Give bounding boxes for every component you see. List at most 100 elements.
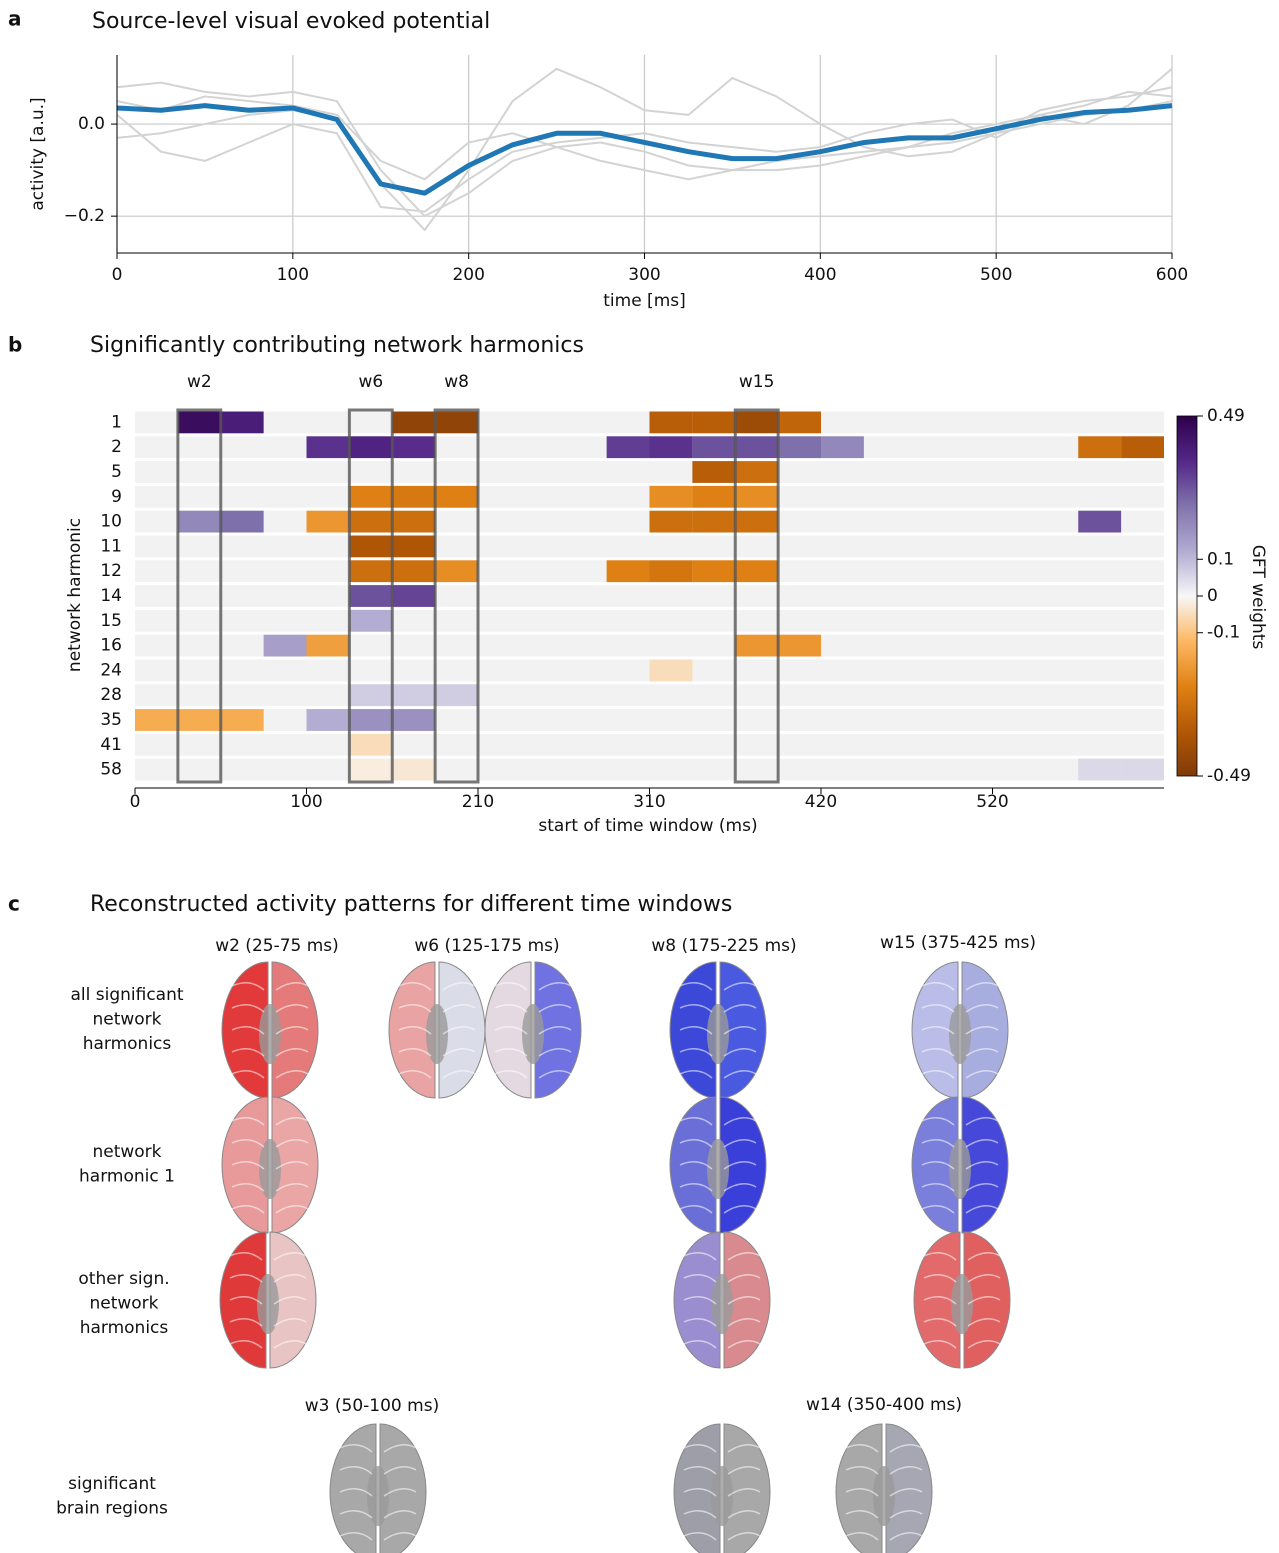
colorbar xyxy=(1177,416,1197,776)
heat-cell xyxy=(307,709,350,731)
heat-cell xyxy=(650,511,693,533)
panel-title: Reconstructed activity patterns for diff… xyxy=(90,892,732,917)
row-background xyxy=(135,585,1164,607)
heat-cell xyxy=(650,436,693,458)
heat-cell xyxy=(349,709,392,731)
heat-cell xyxy=(435,412,478,434)
heat-cell xyxy=(392,436,435,458)
column-header: w8 (175-225 ms) xyxy=(651,936,796,956)
heat-cell xyxy=(221,511,264,533)
x-tick-label: 100 xyxy=(277,265,309,285)
row-background xyxy=(135,709,1164,731)
x-tick-label: 310 xyxy=(633,792,665,812)
heat-cell xyxy=(650,660,693,682)
heat-cell xyxy=(349,610,392,632)
heat-cell xyxy=(307,635,350,657)
y-tick-label: 15 xyxy=(100,611,122,631)
heat-cell xyxy=(650,412,693,434)
x-tick-label: 300 xyxy=(628,265,660,285)
heat-cell xyxy=(692,511,735,533)
heat-cell xyxy=(435,684,478,706)
heat-cell xyxy=(307,436,350,458)
heat-cell xyxy=(1121,436,1164,458)
heat-cell xyxy=(392,684,435,706)
heat-cell xyxy=(692,486,735,508)
heat-cell xyxy=(221,709,264,731)
heat-cell xyxy=(392,709,435,731)
heat-cell xyxy=(1078,759,1121,781)
heat-cell xyxy=(650,486,693,508)
heat-cell xyxy=(349,684,392,706)
heat-cell xyxy=(735,635,778,657)
y-tick-label: 11 xyxy=(100,536,122,556)
column-header: w2 (25-75 ms) xyxy=(215,936,339,956)
heat-cell xyxy=(135,709,178,731)
heat-cell xyxy=(435,486,478,508)
heat-cell xyxy=(349,511,392,533)
heat-cell xyxy=(392,412,435,434)
column-header: w15 (375-425 ms) xyxy=(880,933,1036,953)
x-tick-label: 200 xyxy=(452,265,484,285)
heat-cell xyxy=(735,436,778,458)
x-tick-label: 600 xyxy=(1156,265,1188,285)
row-label: all significant xyxy=(70,985,183,1005)
x-tick-label: 100 xyxy=(290,792,322,812)
heat-cell xyxy=(349,536,392,558)
heat-cell xyxy=(349,436,392,458)
column-header: w3 (50-100 ms) xyxy=(305,1396,439,1416)
heat-cell xyxy=(735,461,778,483)
heat-cell xyxy=(607,436,650,458)
y-tick-label: 9 xyxy=(111,487,122,507)
heat-cell xyxy=(778,436,821,458)
x-tick-label: 0 xyxy=(130,792,141,812)
y-tick-label: 14 xyxy=(100,586,122,606)
x-axis-label: time [ms] xyxy=(603,291,686,311)
y-tick-label: 16 xyxy=(100,636,122,656)
heat-cell xyxy=(349,734,392,756)
y-axis-label: activity [a.u.] xyxy=(28,97,48,210)
heat-cell xyxy=(349,585,392,607)
panel-label: b xyxy=(8,333,22,357)
row-background xyxy=(135,734,1164,756)
column-header: w14 (350-400 ms) xyxy=(806,1395,962,1415)
heat-cell xyxy=(735,486,778,508)
y-tick-label: 35 xyxy=(100,710,122,730)
row-label: harmonics xyxy=(80,1318,169,1338)
row-background xyxy=(135,461,1164,483)
colorbar-label: GFT weights xyxy=(1248,545,1268,650)
y-tick-label: 10 xyxy=(100,512,122,532)
row-label: harmonic 1 xyxy=(79,1167,175,1187)
heat-cell xyxy=(735,511,778,533)
heat-cell xyxy=(178,511,221,533)
row-background xyxy=(135,536,1164,558)
row-label: network xyxy=(89,1294,158,1314)
heat-cell xyxy=(392,536,435,558)
heat-cell xyxy=(392,759,435,781)
panel-label: a xyxy=(8,7,22,31)
heat-cell xyxy=(392,560,435,582)
heat-cell xyxy=(821,436,864,458)
colorbar-tick-label: -0.49 xyxy=(1207,766,1251,786)
y-tick-label: 12 xyxy=(100,561,122,581)
window-label: w2 xyxy=(187,372,212,392)
heat-cell xyxy=(692,560,735,582)
x-tick-label: 400 xyxy=(804,265,836,285)
row-label: network xyxy=(92,1010,161,1030)
y-tick-label: 41 xyxy=(100,735,122,755)
y-tick-label: 24 xyxy=(100,660,122,680)
chart-title: Source-level visual evoked potential xyxy=(92,9,490,34)
heat-cell xyxy=(1078,436,1121,458)
y-axis-label: network harmonic xyxy=(65,518,85,672)
row-label: significant xyxy=(68,1474,156,1494)
row-label: other sign. xyxy=(78,1269,169,1289)
heat-cell xyxy=(221,412,264,434)
window-label: w8 xyxy=(444,372,469,392)
heat-cell xyxy=(735,412,778,434)
row-background xyxy=(135,610,1164,632)
column-header: w6 (125-175 ms) xyxy=(414,936,559,956)
x-axis-label: start of time window (ms) xyxy=(538,816,757,836)
heat-cell xyxy=(778,635,821,657)
x-tick-label: 420 xyxy=(805,792,837,812)
figure: a b c Source-level visual evoked potenti… xyxy=(0,0,1279,1553)
heat-cell xyxy=(178,709,221,731)
